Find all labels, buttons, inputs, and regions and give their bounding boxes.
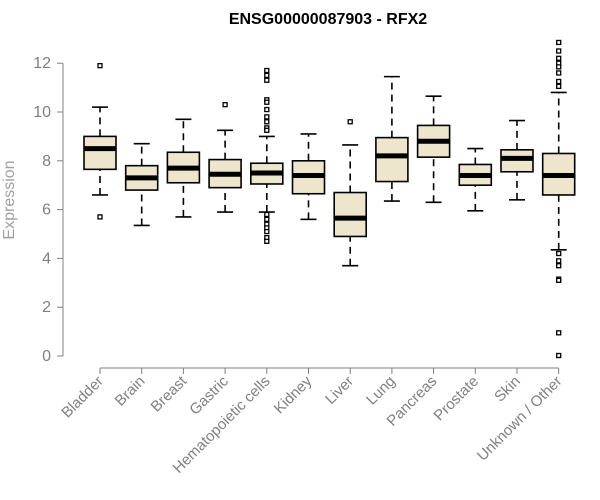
outlier-point (556, 263, 562, 269)
y-tick-label: 8 (42, 153, 51, 170)
outlier-point (264, 99, 270, 105)
plot-area (83, 39, 576, 359)
outlier-point (556, 70, 562, 76)
box-group (333, 119, 368, 267)
outlier-point (264, 127, 270, 133)
box-group (208, 102, 242, 213)
outlier-point (556, 277, 562, 284)
outlier-point (264, 119, 270, 125)
x-tick-label: Breast (148, 372, 191, 415)
outlier-point (556, 78, 562, 85)
outlier-point (222, 102, 228, 108)
outlier-point (97, 62, 103, 69)
box-group (250, 67, 284, 244)
outlier-point (264, 77, 270, 83)
outlier-point (97, 214, 103, 220)
outlier-point (556, 39, 562, 46)
box (375, 136, 409, 183)
x-tick-label: Lung (363, 373, 399, 409)
outlier-point (556, 64, 562, 70)
box-group (166, 118, 201, 218)
x-tick-label: Bladder (58, 373, 107, 422)
box-group (291, 133, 326, 221)
y-axis-label: Expression (1, 160, 18, 239)
box-group (124, 142, 159, 227)
y-axis: 0 2 4 6 8 10 12 (33, 55, 64, 365)
outlier-point (556, 330, 562, 336)
y-tick-label: 6 (42, 202, 51, 219)
x-tick-label: Prostate (431, 373, 483, 425)
outlier-point (264, 228, 270, 235)
outlier-point (556, 250, 562, 257)
outlier-point (264, 211, 270, 218)
y-tick-label: 4 (42, 250, 51, 267)
outlier-point (264, 106, 270, 113)
y-tick-label: 2 (42, 299, 51, 316)
x-tick-label: Kidney (271, 372, 316, 417)
outlier-point (347, 119, 353, 125)
outlier-point (556, 83, 562, 90)
outlier-point (556, 352, 562, 359)
outlier-point (556, 258, 562, 264)
box-group (375, 75, 409, 202)
box-group (458, 147, 493, 212)
box-group (83, 62, 117, 220)
box-group (500, 119, 534, 201)
y-tick-label: 10 (33, 104, 51, 121)
outlier-point (264, 72, 270, 79)
outlier-point (556, 55, 562, 61)
x-tick-label: Skin (491, 373, 524, 406)
y-tick-label: 12 (33, 55, 51, 72)
outlier-point (264, 114, 270, 120)
box (83, 135, 117, 171)
chart-title: ENSG00000087903 - RFX2 (229, 11, 427, 28)
outlier-point (264, 216, 270, 223)
x-tick-label: Brain (112, 373, 149, 410)
outlier-point (264, 67, 270, 74)
y-tick-label: 0 (42, 348, 51, 365)
box-group (541, 39, 576, 359)
box-group (416, 95, 451, 204)
outlier-point (264, 238, 270, 244)
outlier-point (556, 48, 562, 54)
box (333, 191, 368, 238)
x-tick-label: Liver (322, 373, 357, 408)
